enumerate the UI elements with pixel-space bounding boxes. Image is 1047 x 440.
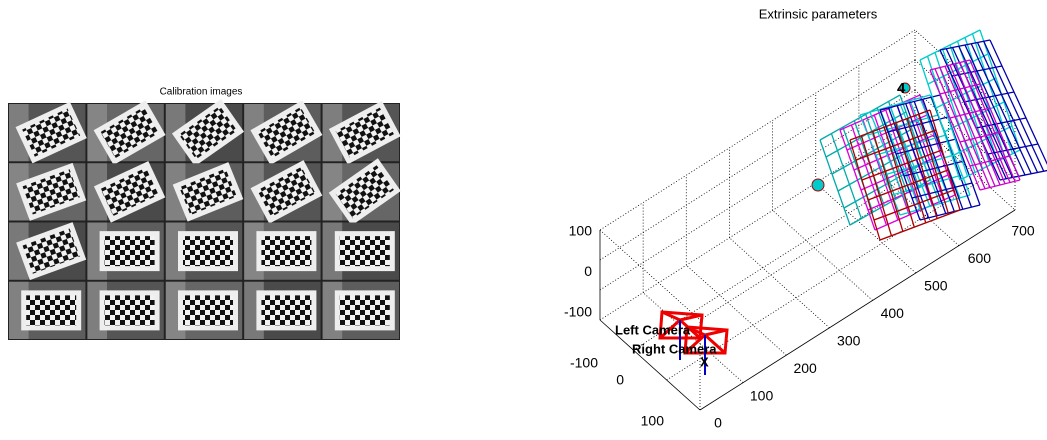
checkerboard [183, 295, 233, 325]
calibration-mosaic [8, 99, 401, 340]
plane-grid [868, 115, 938, 135]
plane-grid [940, 40, 990, 50]
calibration-image [244, 223, 320, 280]
calibration-image [323, 282, 399, 339]
checkerboard-sheet [21, 290, 81, 330]
origin-marker [812, 179, 824, 191]
plane-grid [875, 195, 955, 230]
calibration-image [9, 222, 86, 280]
calibration-image [166, 282, 242, 339]
checkerboard-sheet [100, 231, 160, 271]
grid-line [773, 210, 873, 300]
calibration-image [166, 99, 244, 166]
axis-edge [700, 210, 1015, 410]
plane-grid [880, 109, 920, 209]
checkerboard-sheet [178, 231, 238, 271]
tick-label: 500 [924, 278, 948, 294]
calibration-image [323, 158, 401, 225]
checkerboard-sheet [256, 290, 316, 330]
calibration-image [87, 161, 165, 223]
calibration-image [244, 100, 322, 165]
tick-label: 0 [616, 372, 624, 388]
tick-label: -100 [564, 304, 592, 320]
checkerboard-sheet [100, 290, 160, 330]
calibration-image [87, 223, 163, 280]
box-edge [600, 120, 915, 320]
calibration-image [9, 163, 86, 221]
calibration-image [244, 282, 320, 339]
checkerboard [340, 295, 390, 325]
calibration-planes [812, 30, 1047, 240]
plane-grid [964, 92, 1014, 102]
checkerboard [340, 236, 390, 266]
tick-label: 700 [1011, 223, 1035, 239]
calibration-image [87, 282, 163, 339]
calibration-image [244, 160, 322, 223]
mosaic-title: Calibration images [160, 87, 243, 98]
tick-label: 100 [569, 223, 593, 239]
plane-grid [820, 140, 850, 225]
checkerboard [261, 236, 311, 266]
tick-label: 0 [584, 263, 592, 279]
tick-label: 100 [641, 413, 665, 429]
x-axis-label: X [700, 354, 709, 369]
checkerboard-sheet [256, 231, 316, 271]
calibration-image [87, 100, 165, 165]
plane-label: 4 [897, 80, 906, 97]
checkerboard-sheet [335, 290, 395, 330]
calibration-image [9, 282, 85, 339]
tick-label: 300 [837, 332, 861, 348]
calibration-image [166, 223, 242, 280]
calibration-image [9, 102, 87, 164]
plot-title: Extrinsic parameters [759, 6, 878, 21]
checkerboard [26, 295, 76, 325]
tick-label: 0 [714, 415, 722, 431]
checkerboard [105, 236, 155, 266]
tick-label: 100 [750, 387, 774, 403]
calibration-image [166, 162, 244, 222]
tick-label: -100 [570, 355, 598, 371]
page: Calibration images Extrinsic parameters … [0, 0, 1047, 440]
left-camera-label: Left Camera [615, 322, 691, 337]
checkerboard [183, 236, 233, 266]
calibration-image [323, 223, 399, 280]
figure-window: Calibration images Extrinsic parameters … [0, 0, 1047, 440]
plane-grid [980, 180, 1020, 190]
calibration-image [323, 101, 401, 164]
checkerboard-sheet [335, 231, 395, 271]
box-edge [600, 230, 700, 320]
tick-label: 600 [968, 250, 992, 266]
checkerboard [105, 295, 155, 325]
checkerboard [261, 295, 311, 325]
tick-label: 200 [793, 360, 817, 376]
tick-label: 400 [881, 305, 905, 321]
plane-grid [880, 210, 960, 240]
checkerboard-sheet [178, 290, 238, 330]
grid-line [729, 238, 829, 328]
